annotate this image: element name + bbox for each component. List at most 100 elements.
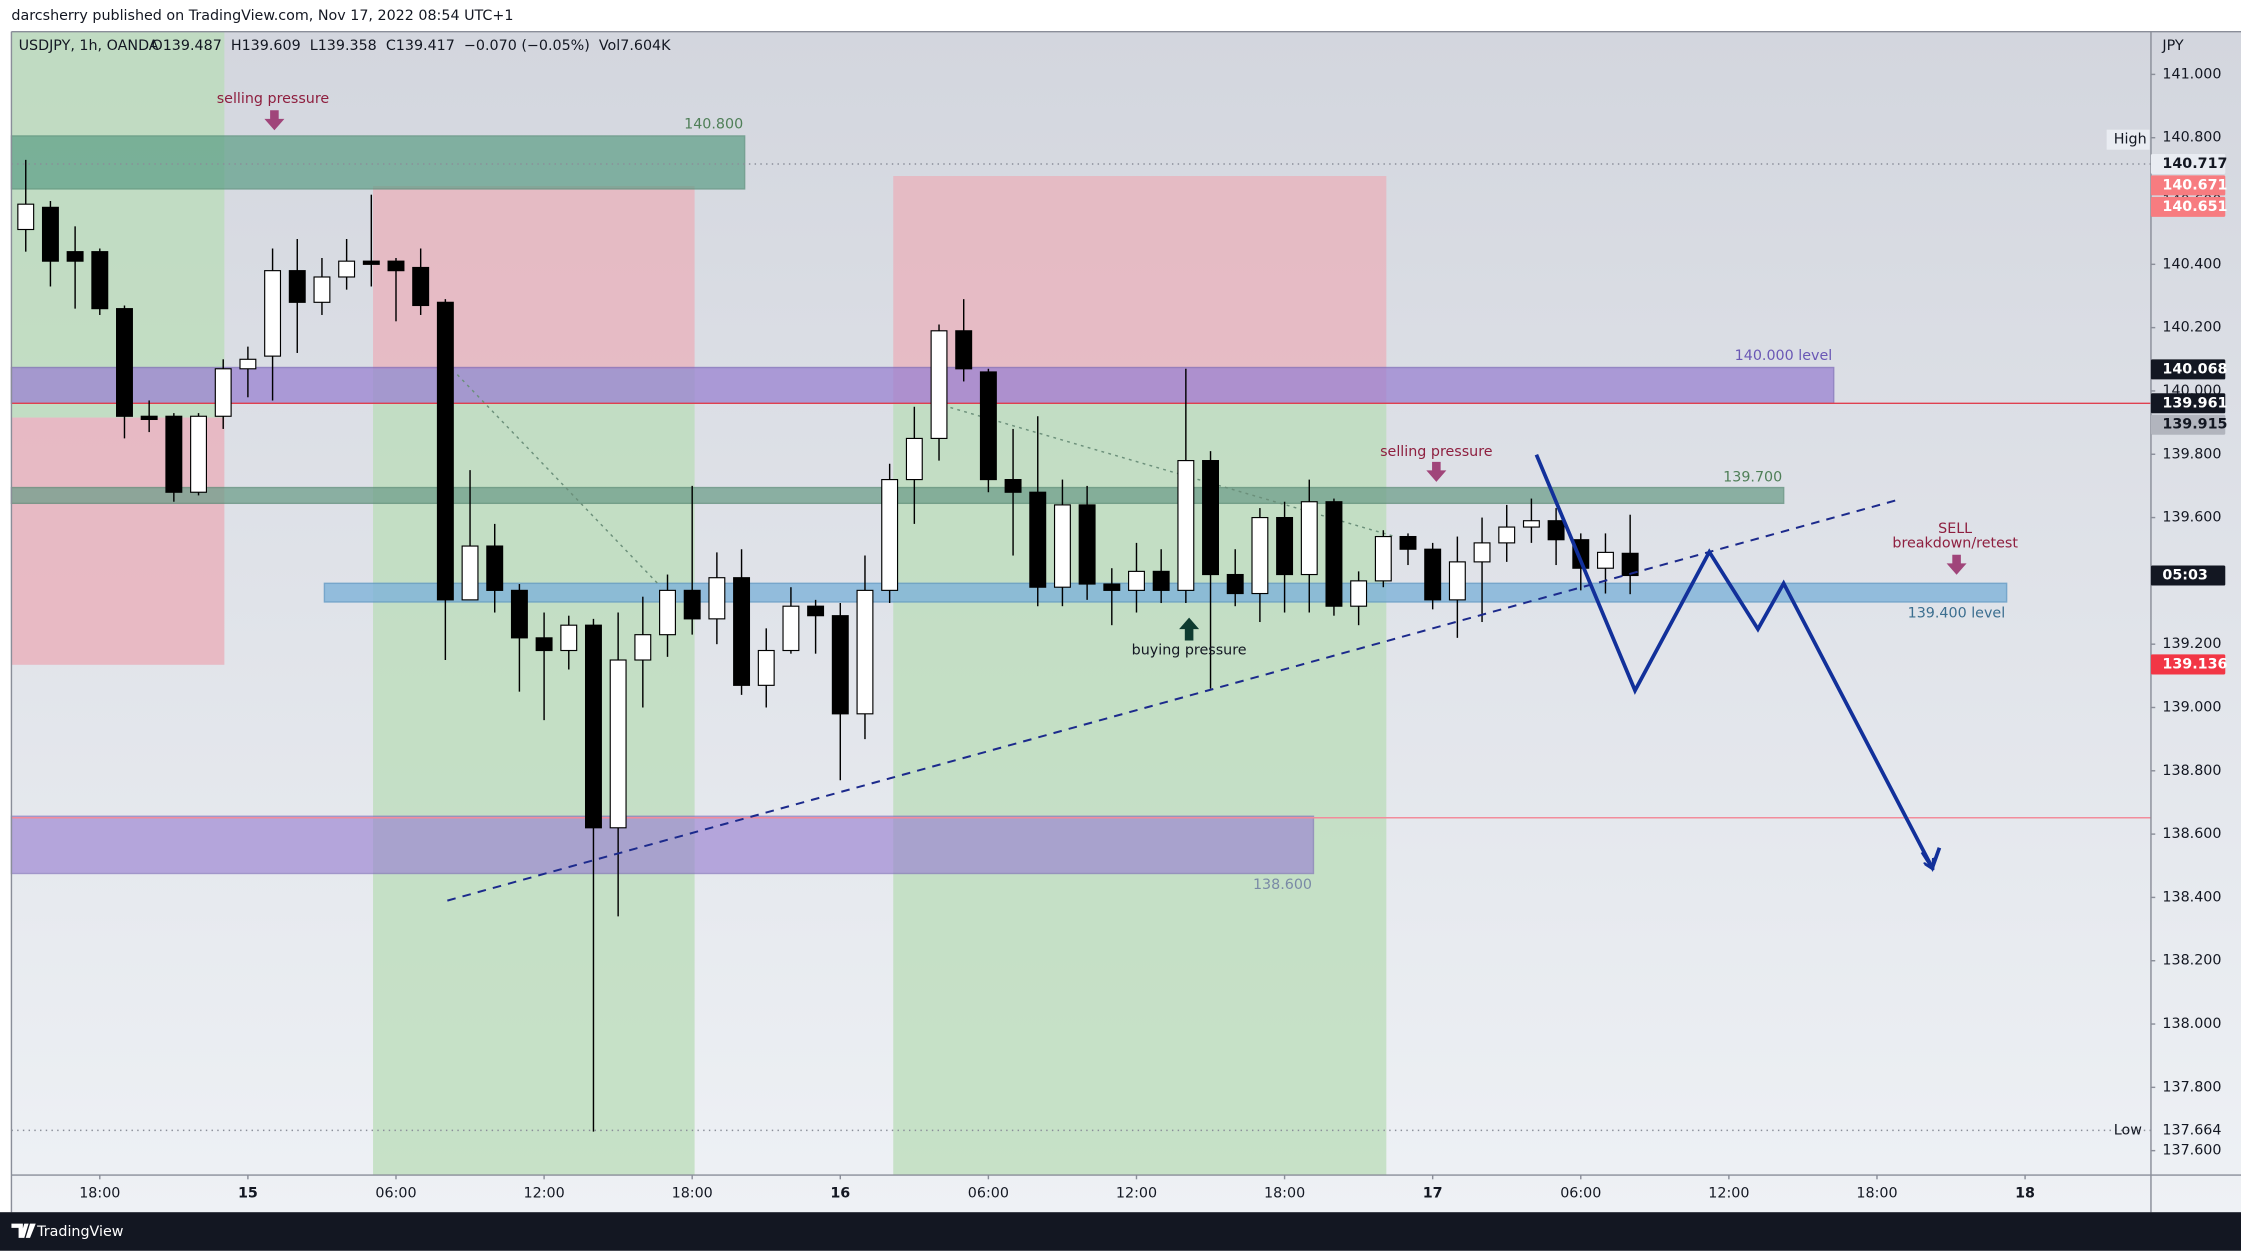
candle-body [856, 589, 874, 715]
candle-body [239, 358, 257, 370]
price-lines [11, 163, 2151, 1132]
candle-body [1522, 520, 1540, 528]
candle-body [733, 577, 751, 686]
candle-body [782, 605, 800, 652]
candle-body [1547, 520, 1565, 541]
candle-body [979, 371, 997, 481]
candle-body [288, 270, 306, 303]
candle-body [1152, 570, 1170, 591]
price-label: 140.651 [2162, 199, 2227, 215]
candle-body [1596, 551, 1614, 569]
price-label-box [2150, 565, 2226, 586]
price-label: 140.717 [2162, 156, 2227, 172]
candle-body [1004, 479, 1022, 493]
drawings-front: selling pressure 140.800 140.000 level 1… [217, 91, 2018, 902]
arrow-down [1426, 461, 1447, 482]
level-label: 140.800 [684, 117, 743, 133]
x-tick-label: 18:00 [672, 1186, 713, 1202]
y-tick-label: 137.600 [2162, 1143, 2221, 1159]
x-tick-label: 16 [830, 1186, 850, 1202]
candle-body [17, 203, 35, 231]
candle-body [708, 577, 726, 620]
demand-zone [10, 815, 1315, 875]
candle-body [1473, 542, 1491, 563]
publisher-line: darcsherry published on TradingView.com,… [11, 8, 513, 24]
annotation: breakdown/retest [1892, 535, 2018, 551]
candle-body [1202, 460, 1220, 576]
red-zone [11, 417, 225, 665]
supply-zone [10, 135, 746, 190]
candle-body [387, 260, 405, 272]
legend-values: O139.487 H139.609 L139.358 C139.417 −0.0… [151, 38, 671, 54]
candle-body [659, 589, 676, 636]
x-tick-label: 06:00 [375, 1186, 416, 1202]
x-tick-label: 15 [238, 1186, 258, 1202]
currency: JPY [2161, 38, 2184, 54]
x-tick-label: 17 [1423, 1186, 1443, 1202]
price-label-box [2150, 153, 2226, 174]
candle-body [1177, 460, 1195, 591]
y-tick-label: 139.600 [2162, 510, 2221, 526]
price-tag: Low [2114, 1122, 2142, 1138]
price-tag-box [2106, 129, 2150, 150]
candle-body [1300, 501, 1318, 576]
symbol: USDJPY, 1h, OANDA [19, 38, 159, 54]
brand-logo [11, 1223, 36, 1238]
candle-body [807, 605, 825, 617]
candle-body [66, 251, 84, 262]
candle-body [1350, 580, 1368, 607]
candle-body [560, 624, 578, 652]
y-tick-label: 138.000 [2162, 1016, 2221, 1032]
candle-body [91, 251, 109, 310]
candle-body [140, 415, 158, 421]
candle-body [116, 308, 133, 417]
candle-body [1621, 552, 1639, 577]
price-label: 139.136 [2162, 656, 2227, 672]
red-zone [893, 176, 1387, 404]
candle-body [930, 330, 948, 439]
price-label-box [2150, 414, 2226, 435]
candle-body [1448, 561, 1466, 601]
annotation: SELL [1938, 521, 1972, 537]
candle-body [362, 260, 380, 265]
candle-body [486, 545, 504, 591]
candle-body [1078, 504, 1096, 585]
price-label: 139.961 [2162, 395, 2227, 411]
footer-bar [0, 1212, 2241, 1251]
x-tick-label: 18:00 [1856, 1186, 1897, 1202]
candles [17, 159, 1639, 1132]
candle-body [535, 637, 553, 652]
level-label: 139.700 [1723, 470, 1782, 486]
y-tick-label: 138.600 [2162, 826, 2221, 842]
brand: TradingView [36, 1224, 124, 1240]
y-tick-label: 138.200 [2162, 953, 2221, 969]
candle-body [338, 260, 356, 278]
annotation: buying pressure [1132, 643, 1247, 659]
candle-body [1128, 570, 1145, 591]
candle-body [831, 615, 849, 715]
price-label: 137.664 [2162, 1122, 2221, 1138]
x-tick-label: 06:00 [968, 1186, 1009, 1202]
arrow-down [264, 110, 285, 131]
x-tick-label: 18:00 [79, 1186, 120, 1202]
guide-line [950, 406, 1394, 537]
arrow-down [1946, 554, 1967, 575]
candle-body [634, 634, 652, 661]
candle-body [1029, 491, 1047, 588]
level-label: 139.400 level [1908, 605, 2006, 621]
candle-body [412, 266, 430, 307]
price-label: 140.068 [2162, 361, 2227, 377]
candle-body [1325, 501, 1343, 607]
projection-path [1534, 453, 1932, 868]
price-label-box [2150, 359, 2226, 380]
y-tick-label: 140.400 [2162, 256, 2221, 272]
candle-body [1374, 535, 1392, 582]
candle-body [313, 276, 331, 303]
price-label: 05:03 [2162, 567, 2207, 583]
level-label: 138.600 [1253, 877, 1312, 893]
candle-body [264, 270, 282, 357]
x-tick-label: 12:00 [524, 1186, 565, 1202]
y-tick-label: 141.000 [2162, 66, 2221, 82]
arrow-up [1179, 617, 1200, 641]
